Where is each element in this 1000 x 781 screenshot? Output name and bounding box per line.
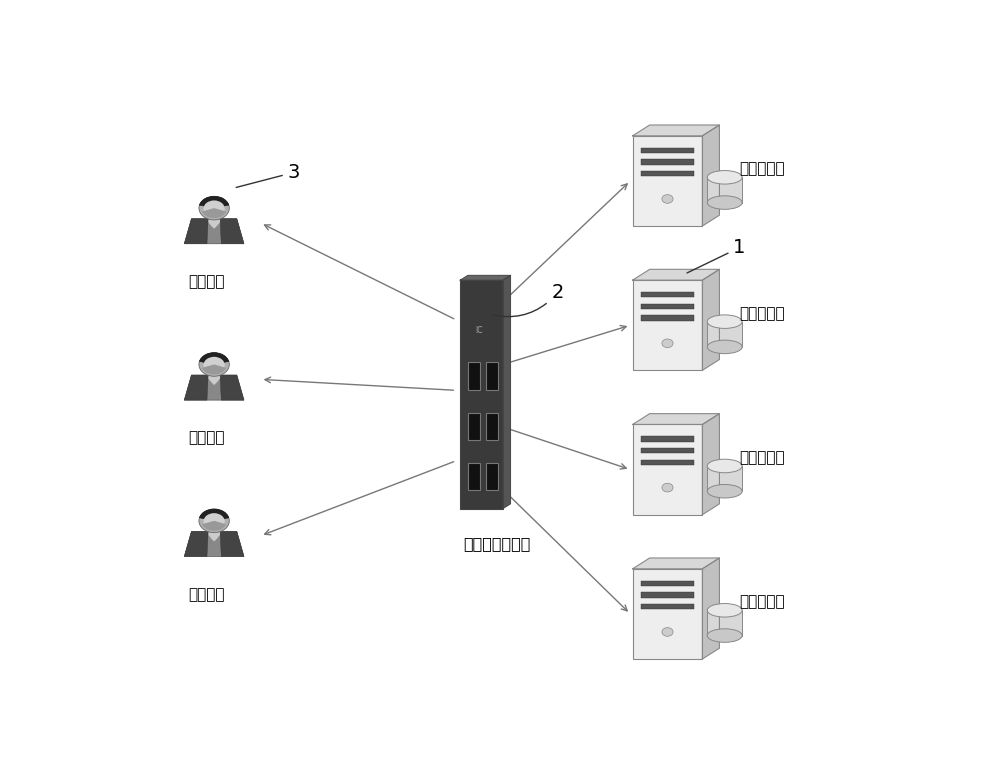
Wedge shape (202, 208, 226, 218)
Text: 数据库安全网关: 数据库安全网关 (463, 536, 531, 551)
Circle shape (203, 357, 225, 373)
Polygon shape (707, 322, 742, 347)
Ellipse shape (707, 341, 742, 354)
Text: 外网设备: 外网设备 (188, 274, 225, 289)
Ellipse shape (707, 170, 742, 184)
Polygon shape (220, 219, 244, 244)
Circle shape (199, 353, 229, 376)
Polygon shape (184, 375, 208, 400)
Bar (486, 412, 498, 440)
Circle shape (199, 509, 229, 533)
Polygon shape (633, 414, 719, 425)
Ellipse shape (707, 315, 742, 328)
Wedge shape (199, 509, 229, 521)
Polygon shape (702, 414, 719, 515)
Bar (641, 159, 694, 165)
Wedge shape (202, 365, 226, 374)
Bar (468, 412, 480, 440)
Polygon shape (633, 125, 719, 136)
Polygon shape (184, 219, 244, 244)
Ellipse shape (707, 196, 742, 209)
Circle shape (199, 196, 229, 220)
Wedge shape (199, 196, 229, 208)
Polygon shape (205, 219, 223, 229)
Text: 1: 1 (687, 238, 746, 273)
Polygon shape (702, 558, 719, 659)
Circle shape (662, 339, 673, 348)
Text: 3: 3 (236, 163, 300, 187)
Bar (641, 592, 694, 597)
Bar (468, 362, 480, 390)
Polygon shape (633, 269, 719, 280)
Polygon shape (707, 466, 742, 491)
Text: 外网设备: 外网设备 (188, 587, 225, 602)
Bar (641, 148, 694, 153)
Bar (641, 304, 694, 309)
Polygon shape (707, 177, 742, 202)
Polygon shape (184, 531, 244, 557)
Wedge shape (199, 353, 229, 365)
Bar (641, 171, 694, 177)
Bar (641, 448, 694, 453)
Polygon shape (633, 569, 702, 659)
Polygon shape (633, 425, 702, 515)
Text: 2: 2 (493, 284, 564, 316)
Circle shape (203, 201, 225, 217)
Polygon shape (205, 531, 223, 542)
Text: 应用服务器: 应用服务器 (739, 162, 784, 177)
Polygon shape (205, 375, 223, 385)
Ellipse shape (707, 629, 742, 642)
Circle shape (662, 194, 673, 203)
Polygon shape (633, 280, 702, 370)
Polygon shape (633, 136, 702, 226)
Text: IC: IC (476, 326, 483, 335)
Ellipse shape (707, 484, 742, 498)
Polygon shape (702, 269, 719, 370)
Bar (486, 362, 498, 390)
Text: 应用服务器: 应用服务器 (739, 594, 784, 609)
Polygon shape (220, 531, 244, 557)
Text: 应用服务器: 应用服务器 (739, 450, 784, 465)
Bar (641, 460, 694, 465)
Bar (641, 437, 694, 441)
Polygon shape (184, 219, 208, 244)
Wedge shape (202, 521, 226, 531)
Bar (641, 604, 694, 609)
Text: 应用服务器: 应用服务器 (739, 305, 784, 321)
Bar (641, 292, 694, 298)
Polygon shape (707, 610, 742, 636)
Text: 外网设备: 外网设备 (188, 430, 225, 445)
Bar (468, 463, 480, 490)
Ellipse shape (707, 459, 742, 473)
Polygon shape (633, 558, 719, 569)
Bar (486, 463, 498, 490)
Circle shape (662, 483, 673, 492)
Polygon shape (460, 276, 511, 280)
Polygon shape (460, 280, 503, 508)
Polygon shape (220, 375, 244, 400)
Bar (641, 316, 694, 321)
Bar (641, 580, 694, 586)
Polygon shape (702, 125, 719, 226)
Circle shape (662, 628, 673, 637)
Polygon shape (184, 531, 208, 557)
Polygon shape (503, 276, 511, 508)
Circle shape (203, 513, 225, 530)
Ellipse shape (707, 604, 742, 617)
Polygon shape (184, 375, 244, 400)
